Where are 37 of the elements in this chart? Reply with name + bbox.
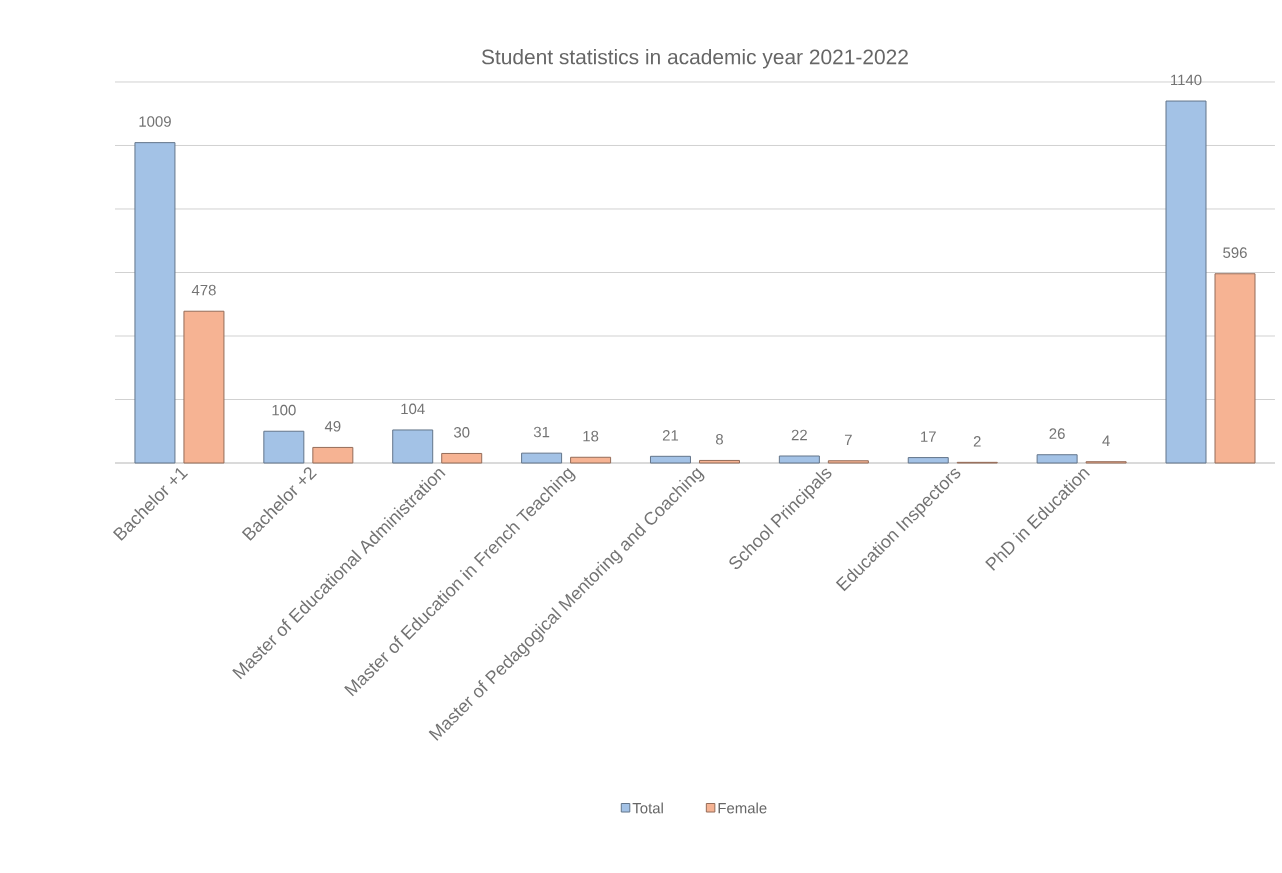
data-label: 18 [583, 430, 599, 442]
bar [441, 452, 483, 464]
chart-title: Student statistics in academic year 2021-2022 [481, 48, 908, 69]
data-label: 49 [324, 421, 341, 432]
bar [1036, 454, 1078, 464]
data-label: 478 [191, 284, 216, 296]
data-label: 21 [662, 430, 679, 441]
bar [778, 455, 820, 464]
data-label: 1140 [1171, 74, 1202, 86]
bar [698, 459, 740, 464]
data-label: 104 [401, 403, 425, 415]
bar [649, 455, 691, 464]
bar [1214, 273, 1256, 464]
data-label: 2 [973, 436, 981, 447]
bar [183, 310, 225, 464]
data-label: 22 [791, 429, 807, 441]
bar [312, 446, 354, 464]
bar [1165, 100, 1207, 464]
bar [827, 460, 869, 464]
legend-label: Total [632, 802, 663, 814]
legend-label: Female [718, 802, 767, 814]
data-label: 30 [453, 427, 470, 438]
bar [570, 456, 612, 464]
data-label: 7 [844, 434, 852, 445]
data-label: 26 [1049, 428, 1065, 439]
data-label: 596 [1223, 247, 1247, 258]
data-label: 17 [921, 431, 936, 442]
bar [521, 452, 563, 464]
bar [263, 430, 305, 464]
data-label: 100 [272, 404, 296, 416]
bar [392, 429, 434, 464]
data-label: 4 [1102, 435, 1110, 446]
bar [134, 142, 176, 464]
data-label: 1009 [139, 116, 171, 127]
data-label: 8 [715, 434, 723, 445]
bar [907, 457, 949, 464]
data-label: 31 [533, 426, 550, 438]
